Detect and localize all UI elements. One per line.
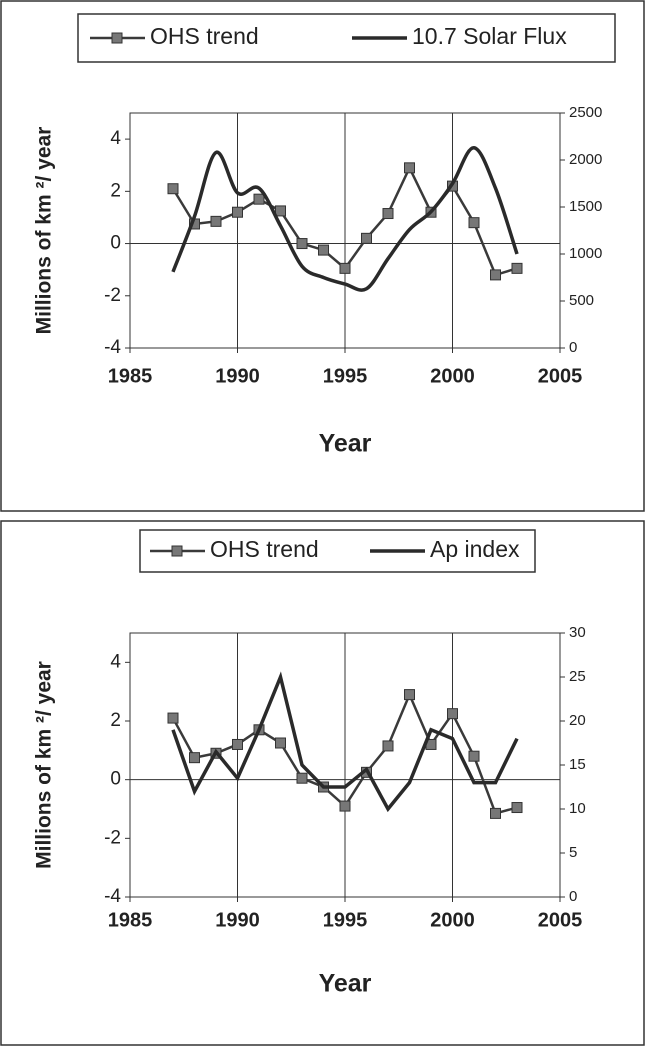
legend bbox=[77, 13, 616, 63]
marker bbox=[232, 738, 243, 750]
x-tick-label: 2000 bbox=[430, 365, 475, 387]
marker bbox=[382, 740, 394, 752]
x-tick-label: 2005 bbox=[538, 909, 583, 931]
y-tick-label: 0 bbox=[110, 233, 121, 254]
marker bbox=[404, 689, 415, 701]
marker bbox=[468, 750, 480, 762]
marker bbox=[447, 708, 458, 720]
marker bbox=[167, 183, 179, 195]
y-axis-label: Millions of km ²/ year bbox=[33, 127, 56, 335]
y2-tick-label: 10 bbox=[569, 800, 586, 817]
y2-tick-label: 0 bbox=[569, 339, 577, 356]
x-tick-label: 1995 bbox=[323, 909, 368, 931]
y2-tick-label: 5 bbox=[569, 844, 577, 861]
marker bbox=[511, 262, 523, 274]
x-tick-label: 2000 bbox=[430, 909, 475, 931]
legend bbox=[139, 529, 536, 573]
marker bbox=[361, 232, 372, 244]
marker bbox=[296, 772, 308, 784]
x-axis-label: Year bbox=[319, 970, 372, 998]
marker bbox=[511, 802, 523, 814]
legend-label: OHS trend bbox=[210, 536, 319, 562]
legend-label: 10.7 Solar Flux bbox=[412, 23, 567, 49]
marker bbox=[490, 269, 501, 281]
x-tick-label: 1985 bbox=[108, 365, 153, 387]
marker bbox=[339, 262, 351, 274]
marker bbox=[210, 215, 222, 227]
x-axis-label: Year bbox=[319, 430, 372, 458]
x-tick-label: 1990 bbox=[215, 909, 260, 931]
marker bbox=[275, 205, 286, 217]
y-tick-label: 4 bbox=[110, 128, 121, 149]
marker bbox=[339, 800, 351, 812]
marker bbox=[318, 244, 329, 256]
legend-label: Ap index bbox=[430, 536, 520, 562]
y2-tick-label: 15 bbox=[569, 756, 586, 773]
x-tick-label: 1995 bbox=[323, 365, 368, 387]
y-tick-label: -2 bbox=[104, 285, 121, 306]
y2-tick-label: 30 bbox=[569, 624, 586, 641]
legend-marker bbox=[111, 32, 123, 44]
marker bbox=[189, 752, 200, 764]
marker bbox=[275, 737, 286, 749]
y2-tick-label: 2000 bbox=[569, 151, 602, 168]
y-tick-label: 2 bbox=[110, 710, 121, 731]
x-tick-label: 2005 bbox=[538, 365, 583, 387]
marker bbox=[468, 217, 480, 229]
y2-tick-label: 25 bbox=[569, 668, 586, 685]
legend-marker bbox=[171, 545, 183, 557]
marker bbox=[253, 193, 265, 205]
marker bbox=[404, 162, 415, 174]
y-tick-label: 4 bbox=[110, 651, 121, 672]
y-tick-label: 2 bbox=[110, 180, 121, 201]
y-tick-label: 0 bbox=[110, 769, 121, 790]
y2-tick-label: 500 bbox=[569, 292, 594, 309]
y2-tick-label: 0 bbox=[569, 888, 577, 905]
y2-tick-label: 1500 bbox=[569, 198, 602, 215]
chart-frame bbox=[0, 520, 645, 1046]
y-tick-label: -2 bbox=[104, 827, 121, 848]
chart-frame bbox=[0, 0, 645, 512]
y2-tick-label: 2500 bbox=[569, 104, 602, 121]
y-axis-label: Millions of km ²/ year bbox=[33, 661, 56, 869]
x-tick-label: 1985 bbox=[108, 909, 153, 931]
y-tick-label: -4 bbox=[104, 886, 121, 907]
y2-tick-label: 1000 bbox=[569, 245, 602, 262]
x-tick-label: 1990 bbox=[215, 365, 260, 387]
legend-label: OHS trend bbox=[150, 23, 259, 49]
y-tick-label: -4 bbox=[104, 337, 121, 358]
series-line bbox=[171, 146, 519, 292]
series-line bbox=[171, 671, 519, 813]
marker bbox=[490, 807, 501, 819]
marker bbox=[167, 712, 179, 724]
marker bbox=[232, 206, 243, 218]
marker bbox=[382, 208, 394, 220]
y2-tick-label: 20 bbox=[569, 712, 586, 729]
marker bbox=[296, 238, 308, 250]
